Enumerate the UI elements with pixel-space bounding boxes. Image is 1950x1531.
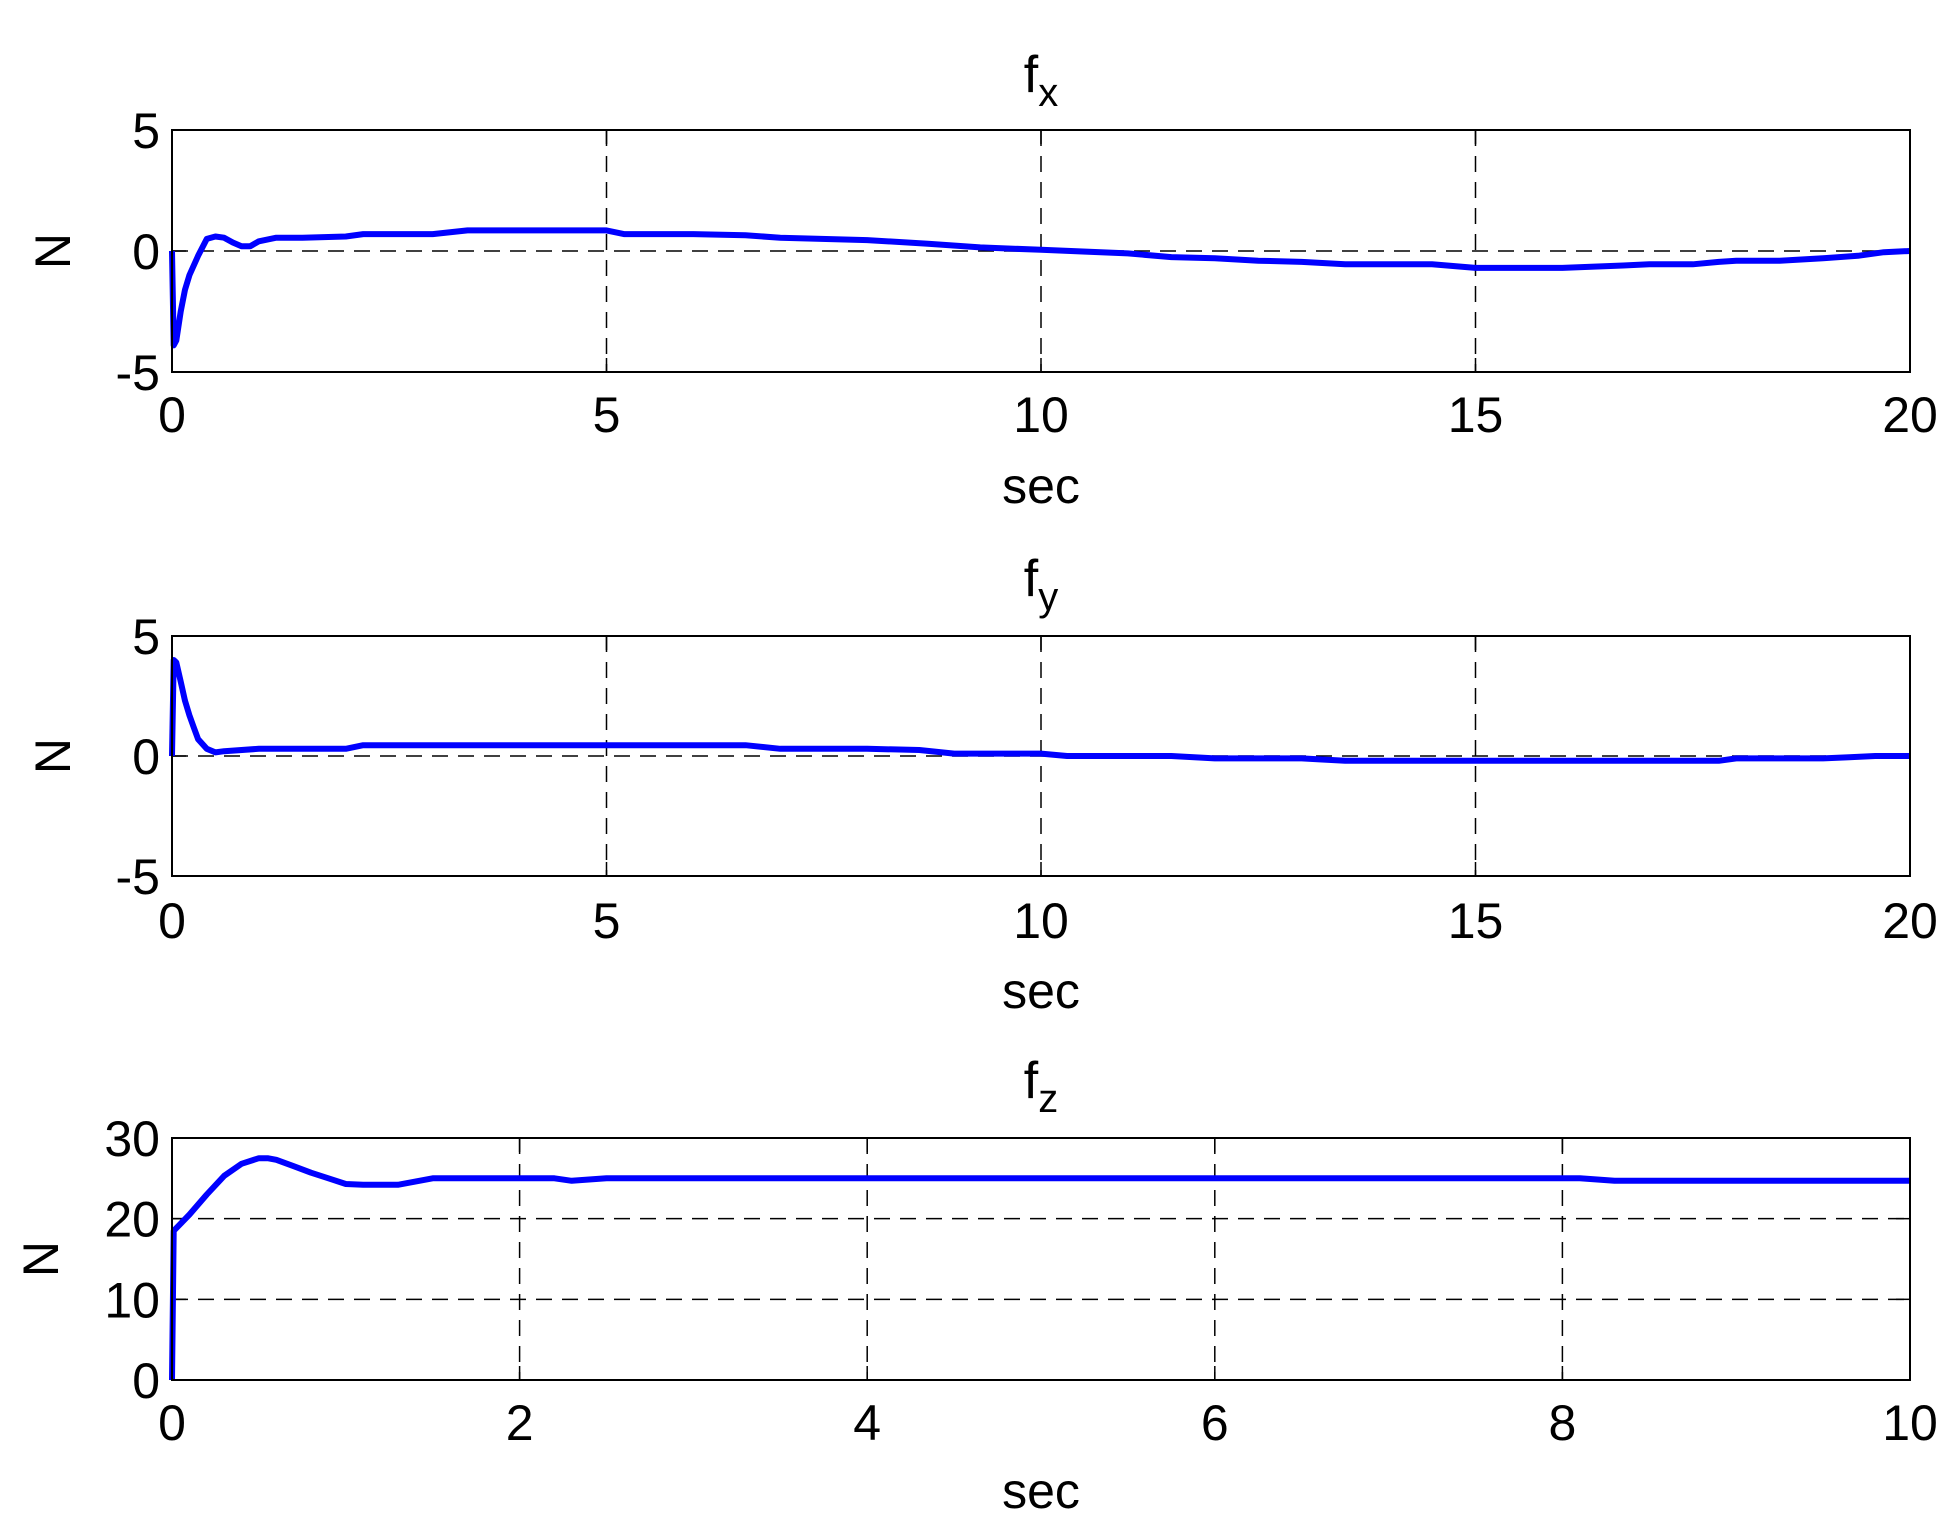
plot-area [172, 1138, 1910, 1380]
y-axis-label: N [13, 1241, 69, 1277]
y-tick-label: 5 [132, 103, 160, 159]
chart-title-base: f [1024, 1052, 1039, 1110]
x-tick-label: 20 [1882, 893, 1938, 949]
y-tick-label: 0 [132, 1353, 160, 1409]
series-line [169, 657, 1910, 764]
y-tick-label: 10 [104, 1272, 160, 1328]
chart-panel-3: 0 2 4 6 8 10 0 10 20 30 sec Nfz [13, 1052, 1938, 1519]
y-tick-label: 30 [104, 1111, 160, 1167]
x-tick-label: 15 [1448, 893, 1504, 949]
x-tick-label: 20 [1882, 387, 1938, 443]
x-tick-label: 10 [1013, 387, 1069, 443]
chart-title-base: f [1024, 550, 1039, 608]
y-tick-label: 0 [132, 224, 160, 280]
x-tick-label: 15 [1448, 387, 1504, 443]
x-tick-label: 5 [593, 893, 621, 949]
chart-title-base: f [1024, 46, 1039, 104]
chart-title-subscript: z [1038, 1077, 1058, 1121]
y-axis-label: N [25, 738, 81, 774]
series-line [169, 1155, 1910, 1381]
chart-title: fx [1024, 46, 1058, 115]
chart-title-subscript: y [1038, 575, 1058, 619]
x-tick-label: 10 [1882, 1395, 1938, 1451]
y-tick-label: -5 [116, 849, 160, 905]
x-tick-label: 6 [1201, 1395, 1229, 1451]
y-axis-label: N [25, 233, 81, 269]
x-tick-label: 5 [593, 387, 621, 443]
x-tick-label: 0 [158, 387, 186, 443]
series-line [169, 227, 1911, 349]
x-tick-label: 10 [1013, 893, 1069, 949]
x-axis-label: sec [1002, 1463, 1080, 1519]
y-tick-label: 0 [132, 729, 160, 785]
chart-title-subscript: x [1038, 71, 1058, 115]
y-tick-label: -5 [116, 345, 160, 401]
x-tick-label: 2 [506, 1395, 534, 1451]
x-tick-label: 0 [158, 893, 186, 949]
chart-title: fz [1024, 1052, 1058, 1121]
x-axis-label: sec [1002, 963, 1080, 1019]
chart-title: fy [1024, 550, 1058, 619]
x-tick-label: 0 [158, 1395, 186, 1451]
x-tick-label: 4 [853, 1395, 881, 1451]
y-tick-label: 20 [104, 1192, 160, 1248]
axes-frame [171, 129, 1911, 373]
x-tick-label: 8 [1548, 1395, 1576, 1451]
x-axis-label: sec [1002, 458, 1080, 514]
axes-frame [171, 1137, 1911, 1381]
y-tick-label: 5 [132, 609, 160, 665]
axes-frame [171, 635, 1911, 877]
